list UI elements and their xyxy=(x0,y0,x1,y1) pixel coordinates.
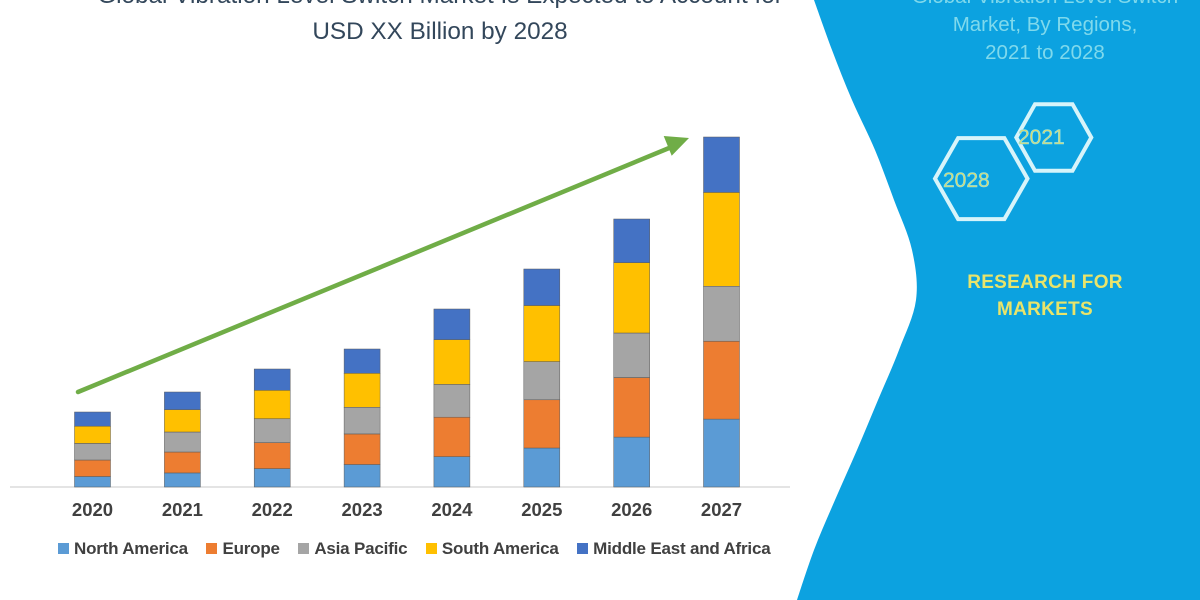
svg-text:2021: 2021 xyxy=(1018,126,1065,149)
svg-text:2028: 2028 xyxy=(943,169,990,192)
